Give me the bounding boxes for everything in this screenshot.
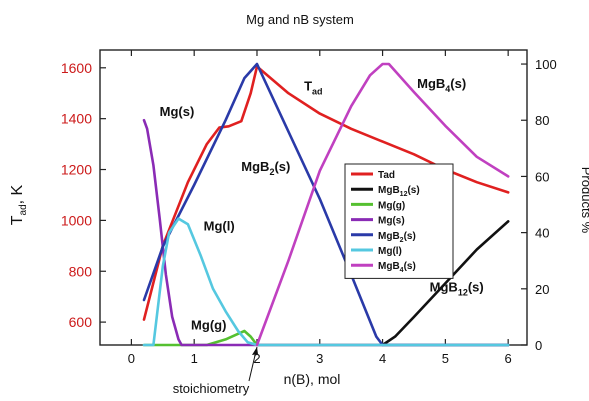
legend-label: Mg(l): [378, 246, 402, 257]
left-axis-label: Tad, K: [9, 184, 29, 225]
y-left-tick-label: 1000: [61, 212, 92, 228]
legend-label: Mg(g): [378, 200, 405, 211]
series-annotation: Mg(l): [204, 219, 235, 234]
legend-box: [344, 163, 454, 279]
x-tick-label: 4: [379, 351, 386, 366]
y-left-tick-label: 600: [69, 314, 93, 330]
legend-label: MgB2(s): [378, 231, 416, 244]
x-axis-label: n(B), mol: [284, 371, 341, 387]
series-line-mg-g: [142, 329, 510, 347]
series-annotation: MgB4(s): [417, 76, 466, 94]
series-annotation: MgB12(s): [430, 280, 484, 298]
y-right-tick-label: 100: [535, 57, 557, 72]
y-right-tick-label: 20: [535, 282, 549, 297]
right-axis-label: Products %: [579, 167, 589, 234]
annotation-layer: Mg(s) Mg(l) Mg(g) MgB2(s) Tad MgB4(s) MgB12(s): [160, 76, 484, 333]
legend-label: Mg(s): [378, 216, 405, 227]
series-line-mgb2-s: [142, 62, 510, 347]
series-annotation: MgB2(s): [241, 159, 290, 177]
y-right-tick-label: 80: [535, 113, 549, 128]
axes-layer: 0 1 2 3 4 5 6 600 800 1000 1200 1400 1600 0 20 40 60 80 10…: [61, 49, 557, 396]
chart-title: Mg and nB system: [246, 12, 354, 27]
x-tick-label: 5: [442, 351, 449, 366]
x-tick-label: 6: [505, 351, 512, 366]
legend-label: Tad: [378, 170, 395, 181]
left-axis-label-main: T: [9, 215, 26, 225]
left-axis-label-unit: , K: [9, 184, 26, 204]
x-tick-label: 0: [128, 351, 135, 366]
x-tick-label: 1: [191, 351, 198, 366]
series-annotation: Mg(g): [191, 318, 226, 333]
series-layer: [142, 62, 510, 347]
y-left-tick-label: 1400: [61, 111, 92, 127]
series-line-mgb12-s: [381, 220, 510, 347]
series-line-mgb4-s: [255, 62, 510, 347]
series-annotation: Tad: [304, 79, 322, 97]
legend-label: MgB12(s): [378, 185, 420, 198]
y-right-tick-label: 0: [535, 338, 542, 353]
x-tick-label: 2: [253, 351, 260, 366]
y-right-tick-label: 60: [535, 169, 549, 184]
series-line-mg-s: [142, 118, 510, 347]
series-annotation: Mg(s): [160, 104, 195, 119]
left-axis-label-sub: ad: [18, 204, 29, 215]
legend-label: MgB4(s): [378, 261, 416, 274]
stoichiometry-label: stoichiometry: [173, 381, 250, 396]
y-right-tick-label: 40: [535, 226, 549, 241]
legend: Tad MgB12(s) Mg(g) Mg(s) MgB2(s) Mg(l) MgB4(s): [344, 163, 454, 279]
stoichiometry-arrowhead: [251, 347, 258, 355]
y-left-tick-label: 1200: [61, 162, 92, 178]
y-left-tick-label: 800: [69, 263, 93, 279]
series-line-mg-l: [142, 217, 510, 347]
y-left-tick-label: 1600: [61, 60, 92, 76]
x-tick-label: 3: [316, 351, 323, 366]
